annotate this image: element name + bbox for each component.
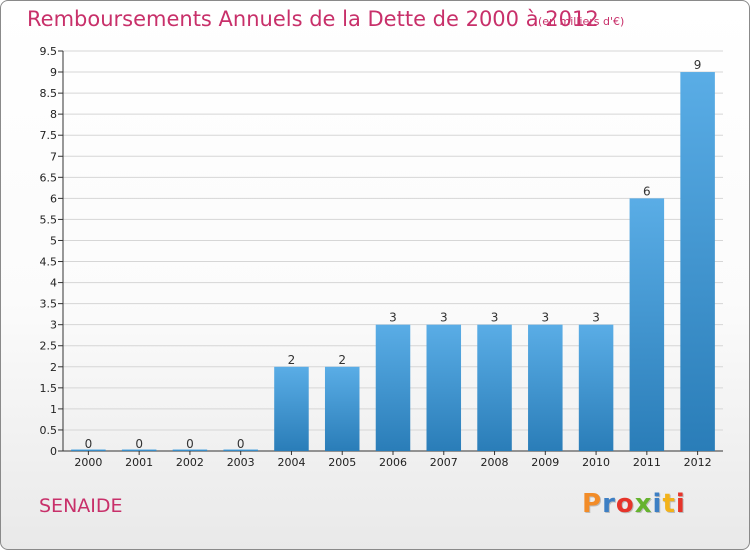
bar-2003 — [223, 449, 258, 451]
y-tick-label: 5.5 — [40, 213, 58, 226]
bar-2000 — [71, 449, 106, 451]
y-tick-label: 0.5 — [40, 424, 58, 437]
logo-letter: P — [582, 489, 603, 519]
bar-2004 — [274, 366, 309, 451]
bar-2006 — [375, 324, 411, 451]
bar-2011 — [629, 198, 665, 451]
bar-2008 — [477, 324, 512, 451]
proxiti-logo[interactable]: Proxiti — [582, 489, 686, 519]
y-tick-label: 6 — [50, 192, 57, 205]
data-label-2005: 2 — [338, 353, 346, 367]
x-tick-label: 2000 — [74, 456, 102, 469]
data-label-2007: 3 — [440, 311, 448, 325]
bar-2001 — [121, 449, 157, 451]
labels: 2000 0 2001 0 2002 0 2003 0 2004 2 2005 2 2006 3 2007 3… — [74, 58, 711, 469]
logo-letter: x — [634, 489, 653, 519]
data-label-2011: 6 — [643, 184, 651, 198]
logo-letter: i — [652, 489, 663, 519]
y-tick-label: 1 — [50, 403, 57, 416]
y-tick-label: 2 — [50, 361, 57, 374]
x-tick-label: 2001 — [125, 456, 153, 469]
commune-name: SENAIDE — [39, 495, 123, 517]
data-label-2010: 3 — [592, 311, 600, 325]
x-tick-label: 2010 — [582, 456, 610, 469]
x-tick-label: 2009 — [531, 456, 559, 469]
logo-letter: i — [675, 489, 686, 519]
y-tick-label: 1.5 — [40, 382, 58, 395]
x-tick-label: 2011 — [633, 456, 661, 469]
y-tick-label: 8.5 — [40, 87, 58, 100]
y-tick-label: 3.5 — [40, 298, 58, 311]
y-tick-label: 3 — [50, 319, 57, 332]
y-tick-label: 8 — [50, 108, 57, 121]
y-tick-label: 0 — [50, 445, 57, 458]
y-tick-label: 4 — [50, 277, 57, 290]
x-tick-label: 2008 — [481, 456, 509, 469]
x-tick-label: 2003 — [227, 456, 255, 469]
data-label-2002: 0 — [186, 437, 194, 451]
data-label-2001: 0 — [135, 437, 143, 451]
y-tick-label: 7 — [50, 150, 57, 163]
data-label-2006: 3 — [389, 311, 397, 325]
data-label-2004: 2 — [288, 353, 296, 367]
bar-2007 — [426, 324, 462, 451]
bar-2005 — [324, 366, 360, 451]
data-label-2008: 3 — [491, 311, 499, 325]
data-label-2000: 0 — [85, 437, 93, 451]
chart-subtitle: (en milliers d'€) — [538, 15, 625, 28]
x-tick-label: 2004 — [277, 456, 305, 469]
logo-letter: o — [615, 489, 635, 519]
bars — [71, 72, 715, 451]
logo-letter: r — [602, 489, 616, 519]
data-label-2003: 0 — [237, 437, 245, 451]
y-tick-label: 2.5 — [40, 340, 58, 353]
y-tick-label: 9.5 — [40, 45, 58, 58]
y-tick-label: 5 — [50, 234, 57, 247]
y-tick-label: 4.5 — [40, 256, 58, 269]
x-tick-label: 2012 — [684, 456, 712, 469]
bar-2012 — [680, 72, 715, 451]
x-tick-label: 2002 — [176, 456, 204, 469]
bar-2010 — [578, 324, 614, 451]
bar-2002 — [172, 449, 208, 451]
y-tick-label: 7.5 — [40, 129, 58, 142]
x-tick-label: 2007 — [430, 456, 458, 469]
logo-letter: t — [662, 489, 676, 519]
x-tick-label: 2006 — [379, 456, 407, 469]
y-tick-label: 6.5 — [40, 171, 58, 184]
data-label-2012: 9 — [694, 58, 702, 72]
x-tick-label: 2005 — [328, 456, 356, 469]
bar-2009 — [528, 324, 563, 451]
y-tick-label: 9 — [50, 66, 57, 79]
data-label-2009: 3 — [541, 311, 549, 325]
chart-title: Remboursements Annuels de la Dette de 20… — [27, 7, 599, 31]
